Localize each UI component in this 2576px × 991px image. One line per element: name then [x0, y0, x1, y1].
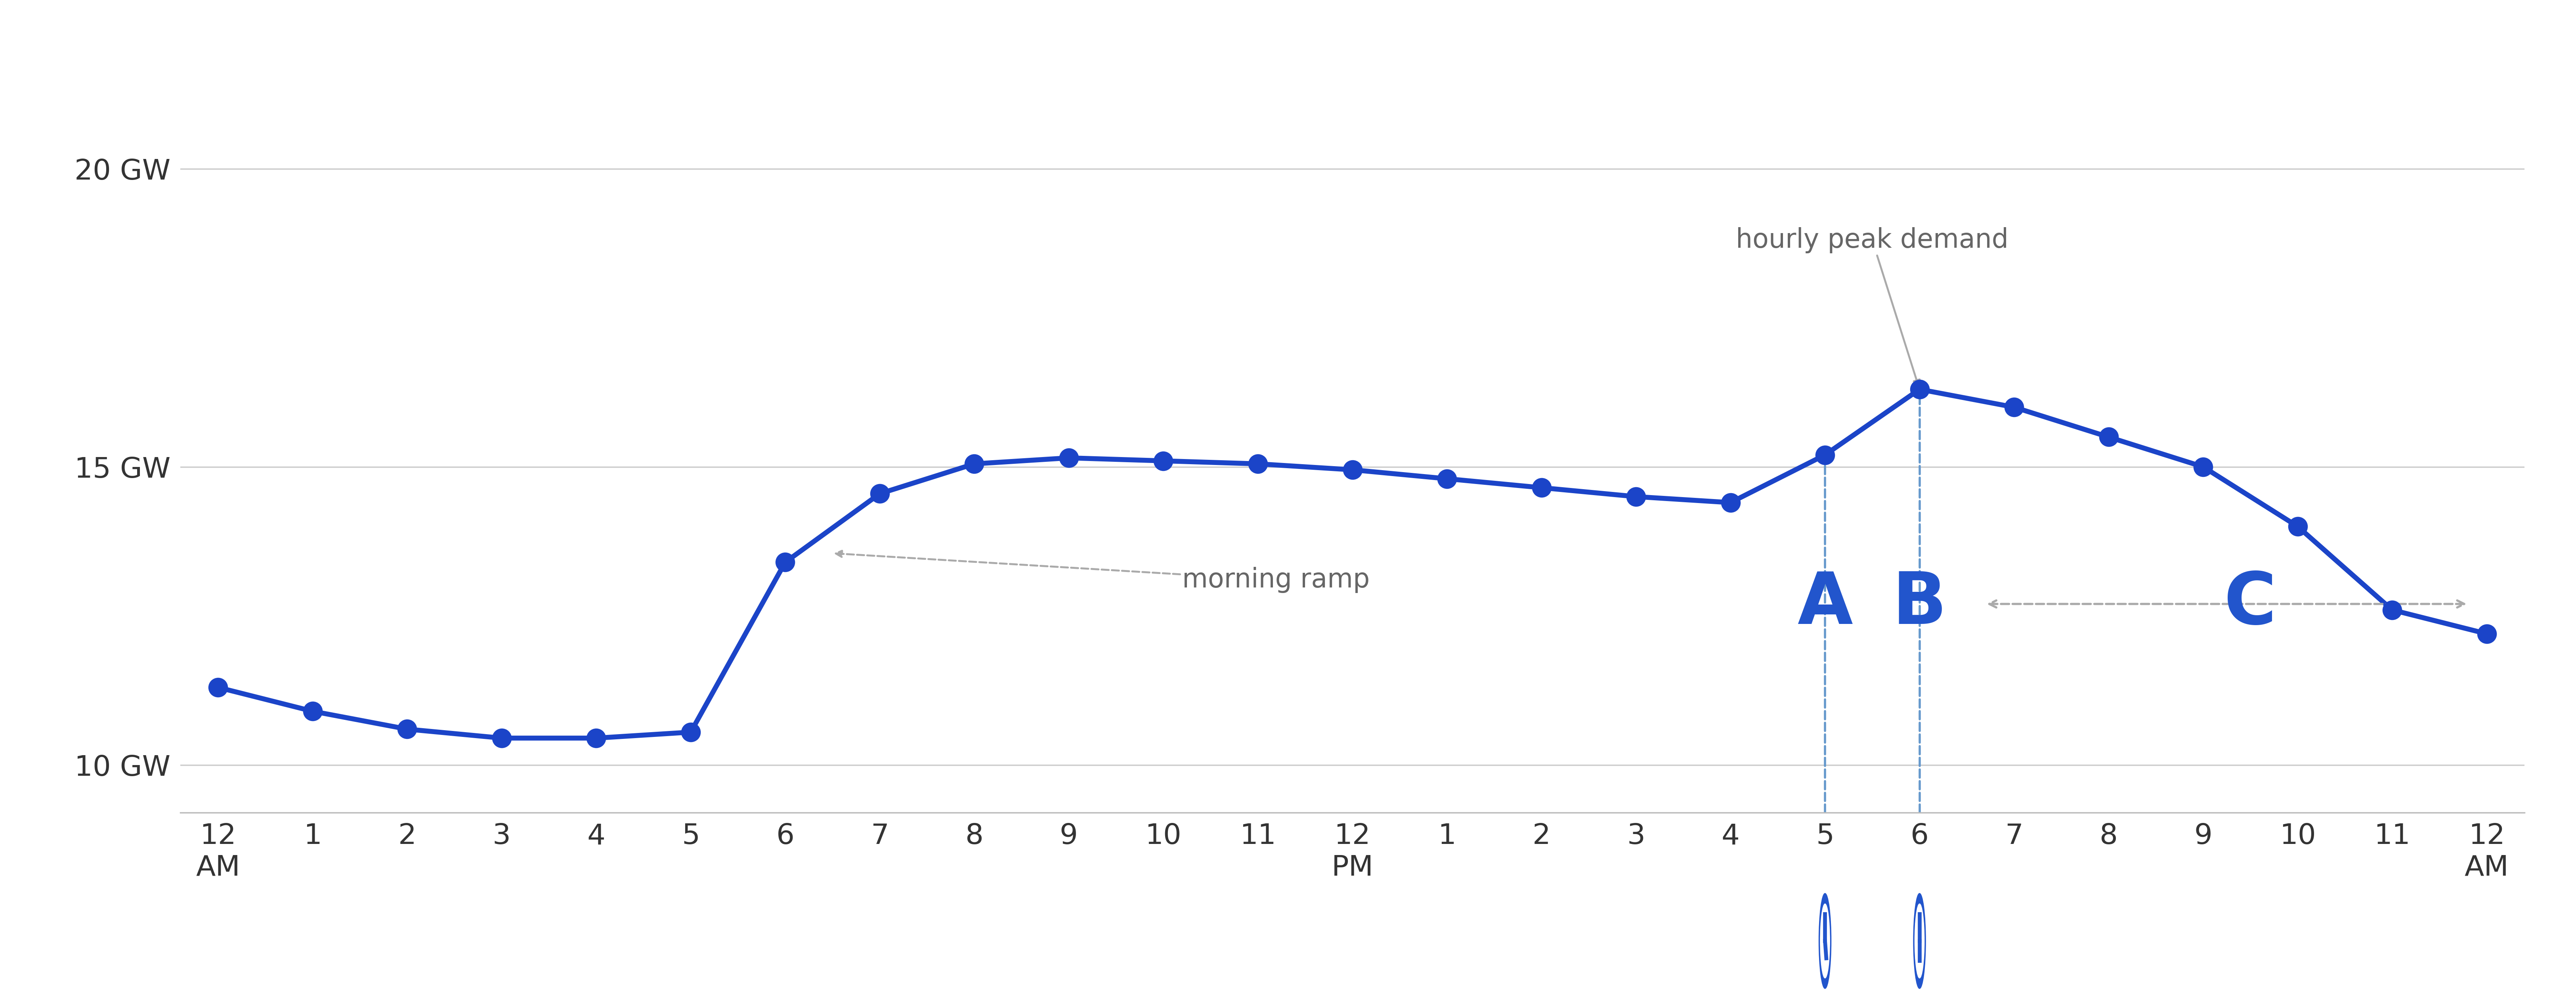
Point — [670, 724, 711, 740]
Point — [1236, 456, 1278, 472]
Point — [953, 456, 994, 472]
Point — [765, 554, 806, 570]
Text: morning ramp: morning ramp — [835, 551, 1370, 594]
Point — [2277, 518, 2318, 534]
Circle shape — [1819, 893, 1832, 989]
Circle shape — [1914, 893, 1927, 989]
Point — [482, 730, 523, 746]
Text: hourly peak demand: hourly peak demand — [1736, 227, 2009, 386]
Point — [291, 704, 332, 719]
Point — [1803, 447, 1844, 463]
Point — [574, 730, 616, 746]
Point — [1710, 495, 1752, 510]
Point — [2182, 459, 2223, 475]
Point — [2372, 602, 2414, 617]
Point — [198, 680, 240, 696]
Point — [1994, 399, 2035, 415]
Point — [1427, 471, 1468, 487]
Point — [1048, 450, 1090, 466]
Point — [2089, 429, 2130, 445]
Point — [860, 486, 902, 501]
Point — [1520, 480, 1561, 495]
Circle shape — [1821, 904, 1829, 978]
Point — [1332, 462, 1373, 478]
Point — [1144, 453, 1185, 469]
Circle shape — [1914, 904, 1924, 978]
Point — [1615, 489, 1656, 504]
Text: B: B — [1893, 569, 1947, 639]
Point — [386, 721, 428, 737]
Point — [2465, 626, 2506, 642]
Point — [1899, 382, 1940, 397]
Text: A: A — [1798, 569, 1852, 639]
Text: C: C — [2223, 569, 2277, 639]
